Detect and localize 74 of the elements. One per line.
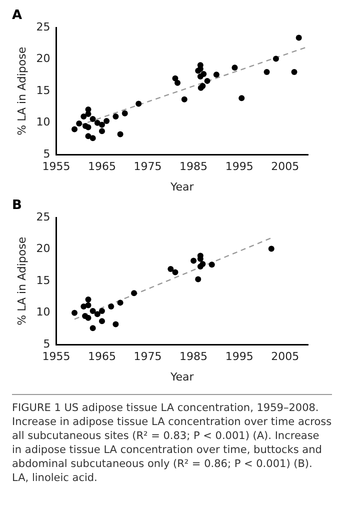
point (85, 314, 92, 321)
point (112, 321, 119, 328)
x-tick-label: 1975 (134, 350, 162, 364)
y-axis-title: % LA in Adipose (15, 46, 28, 136)
point (296, 34, 302, 41)
y-tick-label: 15 (36, 274, 50, 287)
point (190, 258, 197, 264)
x-tick-label: 2005 (271, 350, 300, 364)
point (76, 120, 82, 126)
point (291, 69, 298, 76)
y-tick-label: 5 (43, 337, 50, 350)
point (90, 308, 96, 314)
x-tick-label: 1965 (88, 160, 116, 174)
point (85, 302, 92, 308)
point (117, 300, 124, 306)
point (117, 131, 124, 138)
point (131, 290, 138, 296)
x-tick-label: 1985 (180, 160, 208, 174)
point (90, 135, 96, 142)
x-tick-label: 1995 (225, 350, 254, 364)
point (122, 110, 128, 116)
y-tick-label: 15 (36, 84, 50, 97)
point (90, 116, 96, 122)
x-tick-label: 1955 (42, 160, 70, 174)
point (112, 114, 119, 120)
point (104, 118, 110, 124)
x-tick-label: 1965 (88, 350, 116, 364)
caption: FIGURE 1 US adipose tissue LA concentration, 1959–2008. Increase in adipose tissue LA concentration over time across all subcutaneous sites (R² = 0.83; P < 0.001) (A). Increase in adipose tissue LA concentration over time, buttocks and abdominal subcutaneous only (R² = 0.86; P < 0.001) (B). LA, linoleic acid. (12, 394, 332, 485)
point (264, 69, 270, 76)
point (238, 95, 245, 102)
y-axis-title: % LA in Adipose (15, 236, 28, 326)
point (272, 56, 279, 62)
point (268, 246, 274, 252)
point (94, 120, 100, 126)
point (208, 262, 215, 268)
x-tick-label: 1975 (134, 160, 162, 174)
x-axis-title: Year (169, 180, 194, 194)
x-tick-label: 2005 (271, 160, 300, 174)
point (168, 266, 174, 272)
x-axis-title: Year (169, 370, 194, 384)
y-tick-label: 25 (36, 210, 50, 224)
point (98, 318, 105, 324)
point (232, 64, 238, 71)
point (90, 325, 96, 332)
y-tick-label: 5 (43, 147, 50, 160)
point (72, 126, 78, 132)
x-tick-label: 1995 (225, 160, 254, 174)
y-tick-label: 20 (36, 242, 50, 256)
point (98, 128, 105, 134)
point (195, 276, 202, 282)
point (98, 308, 105, 314)
point (200, 260, 206, 267)
point (72, 310, 78, 316)
point (98, 122, 105, 128)
point (181, 96, 188, 102)
point (172, 269, 178, 276)
point (136, 100, 142, 107)
point (200, 70, 207, 77)
x-tick-label: 1955 (42, 350, 70, 364)
x-tick-label: 1985 (180, 350, 208, 364)
point (213, 72, 220, 78)
point (80, 114, 87, 120)
point (108, 304, 114, 310)
y-tick-label: 10 (36, 116, 50, 129)
y-tick-label: 20 (36, 52, 50, 66)
point (204, 78, 210, 84)
point (85, 124, 92, 130)
chart-title: A (12, 8, 22, 24)
point (94, 311, 100, 318)
y-tick-label: 10 (36, 306, 50, 319)
point (85, 296, 92, 303)
point (174, 80, 181, 86)
y-tick-label: 25 (36, 20, 50, 34)
chart-title: B (12, 198, 22, 214)
